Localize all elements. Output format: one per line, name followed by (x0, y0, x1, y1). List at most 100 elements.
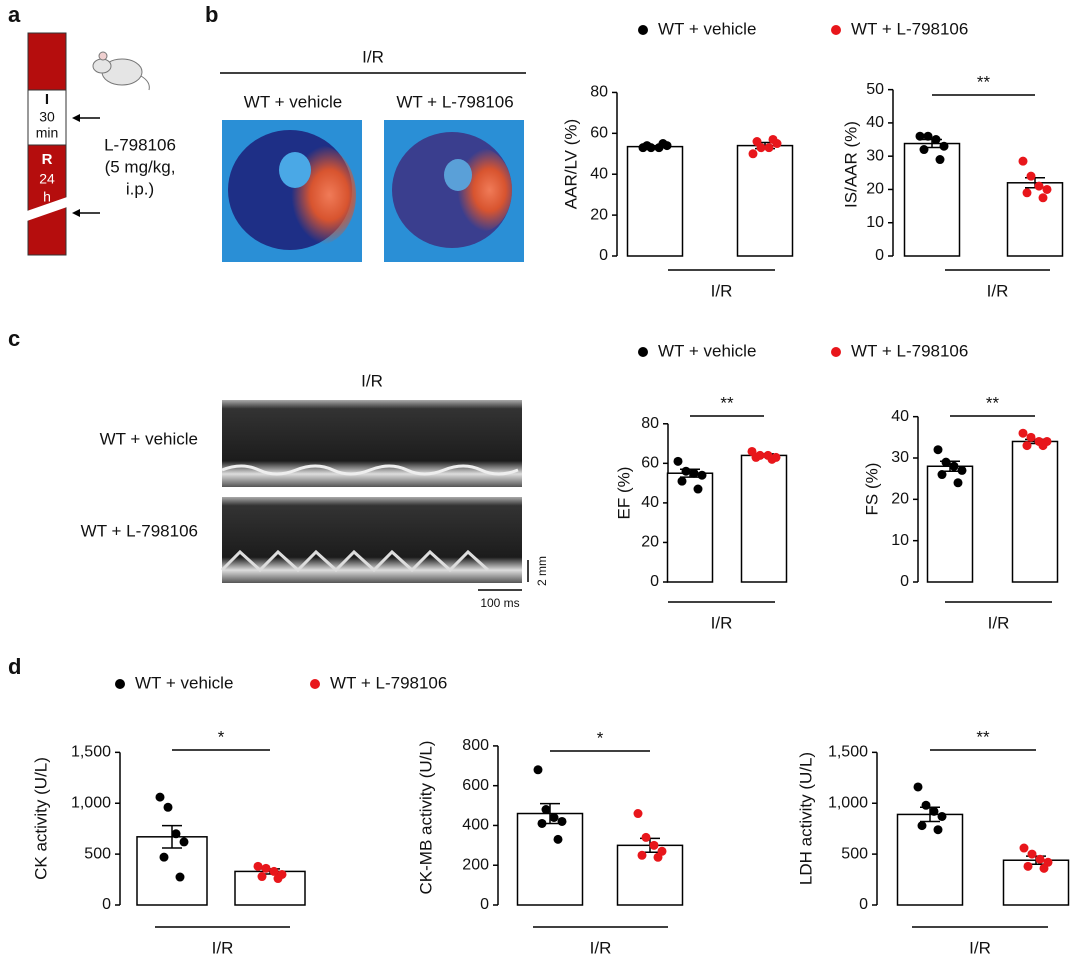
data-point (1034, 181, 1044, 191)
x-axis-label: I/R (987, 281, 1009, 300)
data-point (179, 837, 189, 847)
panel-label: c (8, 326, 20, 351)
heading: I/R (362, 47, 384, 66)
legend-label: WT + L-798106 (851, 341, 968, 360)
data-point (549, 813, 559, 822)
y-axis-label: AAR/LV (%) (561, 119, 580, 209)
bar (516, 812, 584, 906)
panel-label: a (8, 2, 21, 27)
data-point (949, 461, 959, 471)
image-label: WT + L-798106 (396, 92, 513, 111)
data-point (261, 863, 271, 873)
bar (666, 472, 714, 583)
data-point (697, 470, 707, 480)
significance-label: ** (977, 72, 991, 91)
phase-label: 24 (39, 171, 55, 187)
y-tick-label: 1,000 (71, 794, 111, 811)
legend-label: WT + vehicle (658, 341, 756, 360)
legend-marker (638, 25, 648, 35)
data-point (939, 141, 949, 151)
legend-marker (115, 679, 125, 689)
y-tick-label: 20 (590, 206, 608, 223)
data-point (767, 454, 777, 464)
data-point (269, 866, 279, 876)
data-point (933, 445, 943, 455)
data-point (653, 852, 663, 862)
echo-image (221, 400, 522, 487)
data-point (649, 840, 659, 850)
legend-marker (638, 347, 648, 357)
y-tick-label: 40 (891, 408, 909, 425)
data-point (557, 816, 567, 826)
y-tick-label: 0 (859, 896, 868, 913)
data-point (937, 811, 947, 821)
significance-label: ** (720, 393, 734, 412)
y-tick-label: 1,500 (71, 744, 111, 761)
data-point (537, 818, 547, 828)
y-tick-label: 60 (590, 125, 608, 142)
data-point (637, 850, 647, 860)
legend-label: WT + vehicle (135, 673, 233, 692)
bar (740, 454, 788, 583)
legend-marker (310, 679, 320, 689)
data-point (541, 805, 551, 815)
x-axis-label: I/R (969, 938, 991, 957)
data-point (941, 457, 951, 467)
bar (896, 813, 964, 906)
data-point (933, 825, 943, 835)
y-tick-label: 20 (641, 534, 659, 551)
bar (1011, 440, 1059, 583)
legend-label: WT + L-798106 (851, 19, 968, 38)
error-bar (162, 824, 182, 849)
y-tick-label: 0 (650, 573, 659, 590)
data-point (1022, 441, 1032, 451)
drug-label: i.p.) (126, 179, 154, 198)
data-point (764, 143, 774, 153)
significance-label: ** (976, 727, 990, 746)
data-point (658, 139, 668, 149)
y-axis-label: CK-MB activity (U/L) (416, 741, 435, 895)
data-point (677, 476, 687, 486)
x-axis-label: I/R (212, 938, 234, 957)
data-point (689, 468, 699, 478)
data-point (1027, 849, 1037, 859)
scale-label: 100 ms (480, 596, 519, 610)
data-point (253, 861, 263, 871)
y-tick-label: 400 (462, 817, 489, 834)
y-axis-label: LDH activity (U/L) (796, 752, 815, 885)
data-point (641, 832, 651, 842)
bar (1002, 859, 1070, 906)
data-point (155, 792, 165, 802)
data-point (937, 470, 947, 480)
data-point (752, 137, 762, 147)
data-point (273, 874, 283, 884)
phase-label: I (45, 91, 49, 108)
data-point (768, 134, 778, 144)
protocol-schematic (24, 32, 150, 256)
drug-label: L-798106 (104, 135, 176, 154)
bar (626, 145, 684, 257)
data-point (1042, 184, 1052, 194)
x-axis-label: I/R (711, 281, 733, 300)
y-tick-label: 10 (891, 532, 909, 549)
bar (616, 844, 684, 906)
significance-label: ** (986, 393, 1000, 412)
y-tick-label: 1,000 (828, 794, 868, 811)
data-point (1035, 854, 1045, 864)
y-axis-label: FS (%) (862, 463, 881, 516)
echo-image (220, 497, 522, 583)
significance-label: * (218, 727, 225, 746)
data-point (175, 872, 185, 882)
data-point (751, 452, 761, 462)
data-point (1038, 193, 1048, 203)
y-tick-label: 500 (84, 845, 111, 862)
y-tick-label: 20 (891, 491, 909, 508)
scale-label: 2 mm (535, 556, 549, 586)
y-tick-label: 80 (590, 84, 608, 101)
data-point (159, 852, 169, 862)
y-tick-label: 50 (866, 81, 884, 98)
y-tick-label: 20 (866, 181, 884, 198)
data-point (931, 135, 941, 145)
data-point (1026, 171, 1036, 181)
